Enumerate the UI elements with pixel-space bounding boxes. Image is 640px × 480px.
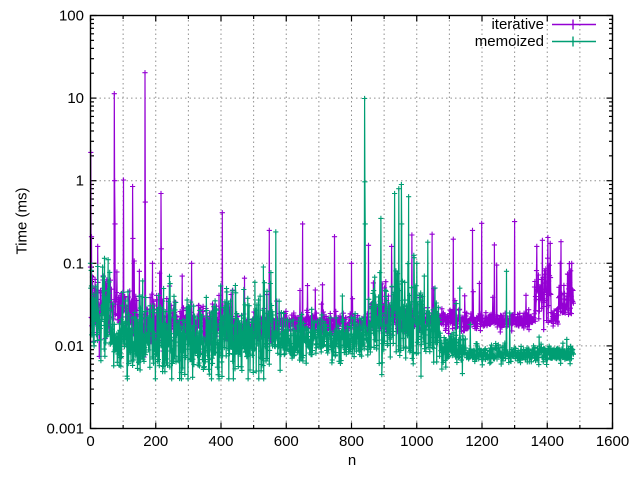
x-axis-title: n bbox=[347, 452, 357, 469]
legend-line-sample-icon bbox=[552, 36, 596, 47]
x-tick-label: 1400 bbox=[531, 433, 564, 450]
y-tick-label: 0.001 bbox=[46, 421, 84, 438]
x-tick-labels: 0 200 400 600 800 1000 1200 1400 1600 bbox=[86, 433, 629, 450]
y-tick-label: 0.1 bbox=[63, 255, 84, 272]
x-tick-label: 1600 bbox=[596, 433, 629, 450]
legend-label-memoized: memoized bbox=[474, 33, 544, 50]
legend-item-iterative: iterative bbox=[475, 16, 597, 33]
x-tick-label: 1000 bbox=[400, 433, 433, 450]
x-tick-label: 600 bbox=[274, 433, 299, 450]
y-tick-label: 100 bbox=[59, 8, 84, 25]
x-tick-label: 200 bbox=[143, 433, 168, 450]
x-tick-label: 1200 bbox=[465, 433, 498, 450]
legend-label-iterative: iterative bbox=[491, 16, 544, 33]
y-axis-title: Time (ms) bbox=[13, 187, 31, 255]
x-tick-label: 800 bbox=[339, 433, 364, 450]
y-tick-label: 10 bbox=[67, 90, 84, 107]
y-tick-labels: 0.001 0.01 0.1 1 10 100 bbox=[46, 8, 84, 438]
plot-border bbox=[89, 14, 614, 430]
legend: iterative memoized bbox=[475, 16, 597, 50]
y-tick-label: 0.01 bbox=[55, 338, 84, 355]
y-tick-label: 1 bbox=[76, 173, 84, 190]
x-tick-label: 0 bbox=[86, 433, 94, 450]
legend-item-memoized: memoized bbox=[475, 33, 597, 50]
x-tick-label: 400 bbox=[208, 433, 233, 450]
legend-line-sample-icon bbox=[552, 19, 596, 30]
